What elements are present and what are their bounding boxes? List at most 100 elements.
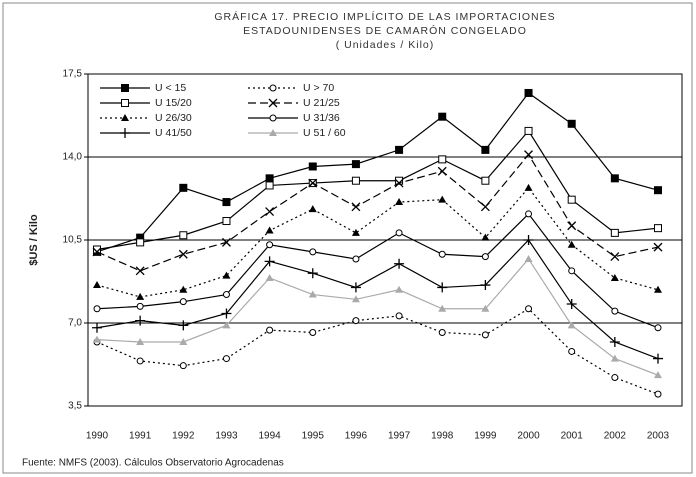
- series-line: [96, 239, 659, 360]
- marker: [309, 328, 317, 336]
- marker: [610, 228, 619, 237]
- marker: [222, 271, 231, 279]
- marker: [268, 98, 278, 108]
- marker: [179, 183, 188, 192]
- x-tick-label: 2002: [604, 431, 627, 442]
- x-tick-label: 1999: [474, 431, 497, 442]
- x-tick-label: 1998: [431, 431, 454, 442]
- series-line: [96, 92, 659, 253]
- marker: [481, 331, 489, 339]
- marker: [135, 315, 146, 326]
- x-tick-label: 1996: [345, 431, 368, 442]
- legend-label: U < 15: [155, 82, 186, 94]
- marker: [481, 145, 490, 154]
- marker: [567, 321, 576, 329]
- marker: [309, 248, 317, 256]
- marker: [654, 285, 662, 293]
- marker: [568, 347, 576, 355]
- y-tick-label: 3,5: [68, 401, 82, 412]
- marker: [308, 290, 317, 298]
- marker: [352, 317, 360, 325]
- marker: [92, 247, 102, 257]
- marker: [136, 357, 144, 365]
- marker: [438, 304, 447, 312]
- marker: [438, 112, 447, 121]
- series-line: [96, 153, 659, 272]
- legend-label: U 21/25: [303, 97, 340, 109]
- marker: [524, 254, 533, 262]
- marker: [351, 202, 361, 212]
- marker: [654, 186, 662, 195]
- marker: [178, 320, 189, 331]
- marker: [438, 155, 447, 164]
- x-tick-label: 1992: [172, 431, 195, 442]
- marker: [135, 266, 145, 276]
- y-tick-label: 10,5: [63, 235, 83, 246]
- marker: [179, 362, 187, 370]
- marker: [265, 273, 274, 281]
- marker: [523, 235, 534, 245]
- x-tick-label: 1991: [129, 431, 152, 442]
- marker: [395, 312, 403, 320]
- marker: [480, 280, 491, 291]
- x-tick-label: 2001: [561, 431, 584, 442]
- marker: [394, 178, 404, 188]
- marker: [438, 328, 446, 336]
- marker: [179, 285, 188, 293]
- marker: [524, 88, 533, 97]
- marker: [568, 267, 576, 275]
- marker: [121, 114, 129, 121]
- marker: [611, 307, 619, 315]
- marker: [269, 129, 277, 136]
- marker: [222, 321, 231, 329]
- marker: [93, 281, 101, 289]
- y-tick-label: 17,5: [63, 69, 83, 80]
- x-tick-label: 1995: [302, 431, 325, 442]
- marker: [265, 181, 274, 190]
- marker: [567, 240, 576, 248]
- marker: [221, 308, 232, 319]
- x-tick-label: 1990: [86, 431, 109, 442]
- marker: [222, 355, 230, 363]
- marker: [351, 176, 360, 185]
- marker: [222, 217, 231, 226]
- legend-label: U 41/50: [155, 127, 192, 139]
- marker: [350, 282, 361, 293]
- marker: [351, 160, 360, 169]
- marker: [265, 226, 274, 234]
- marker: [610, 174, 619, 183]
- marker: [654, 324, 662, 332]
- marker: [481, 233, 490, 241]
- marker: [93, 245, 101, 254]
- legend-label: U 51 / 60: [303, 127, 346, 139]
- marker: [266, 241, 274, 249]
- marker: [136, 337, 145, 345]
- marker: [93, 305, 101, 313]
- marker: [567, 119, 576, 128]
- marker: [525, 305, 533, 313]
- series-line: [96, 257, 659, 376]
- marker: [269, 84, 277, 92]
- legend-label: U > 70: [303, 82, 334, 94]
- marker: [136, 302, 144, 310]
- marker: [121, 84, 129, 92]
- marker: [525, 210, 533, 218]
- marker: [395, 145, 404, 154]
- marker: [395, 198, 404, 206]
- marker: [222, 198, 231, 207]
- legend-label: U 26/30: [155, 112, 192, 124]
- marker: [654, 224, 662, 233]
- marker: [269, 114, 277, 122]
- y-axis-label: $US / Kilo: [28, 214, 40, 266]
- marker: [524, 150, 533, 160]
- source-note: Fuente: NMFS (2003). Cálculos Observator…: [22, 458, 284, 469]
- marker: [136, 292, 145, 300]
- legend-label: U 15/20: [155, 97, 192, 109]
- x-tick-label: 1994: [258, 431, 281, 442]
- marker: [653, 242, 663, 252]
- marker: [610, 252, 620, 262]
- chart-title: ESTADOUNIDENSES DE CAMARÓN CONGELADO: [243, 24, 527, 37]
- marker: [308, 162, 317, 171]
